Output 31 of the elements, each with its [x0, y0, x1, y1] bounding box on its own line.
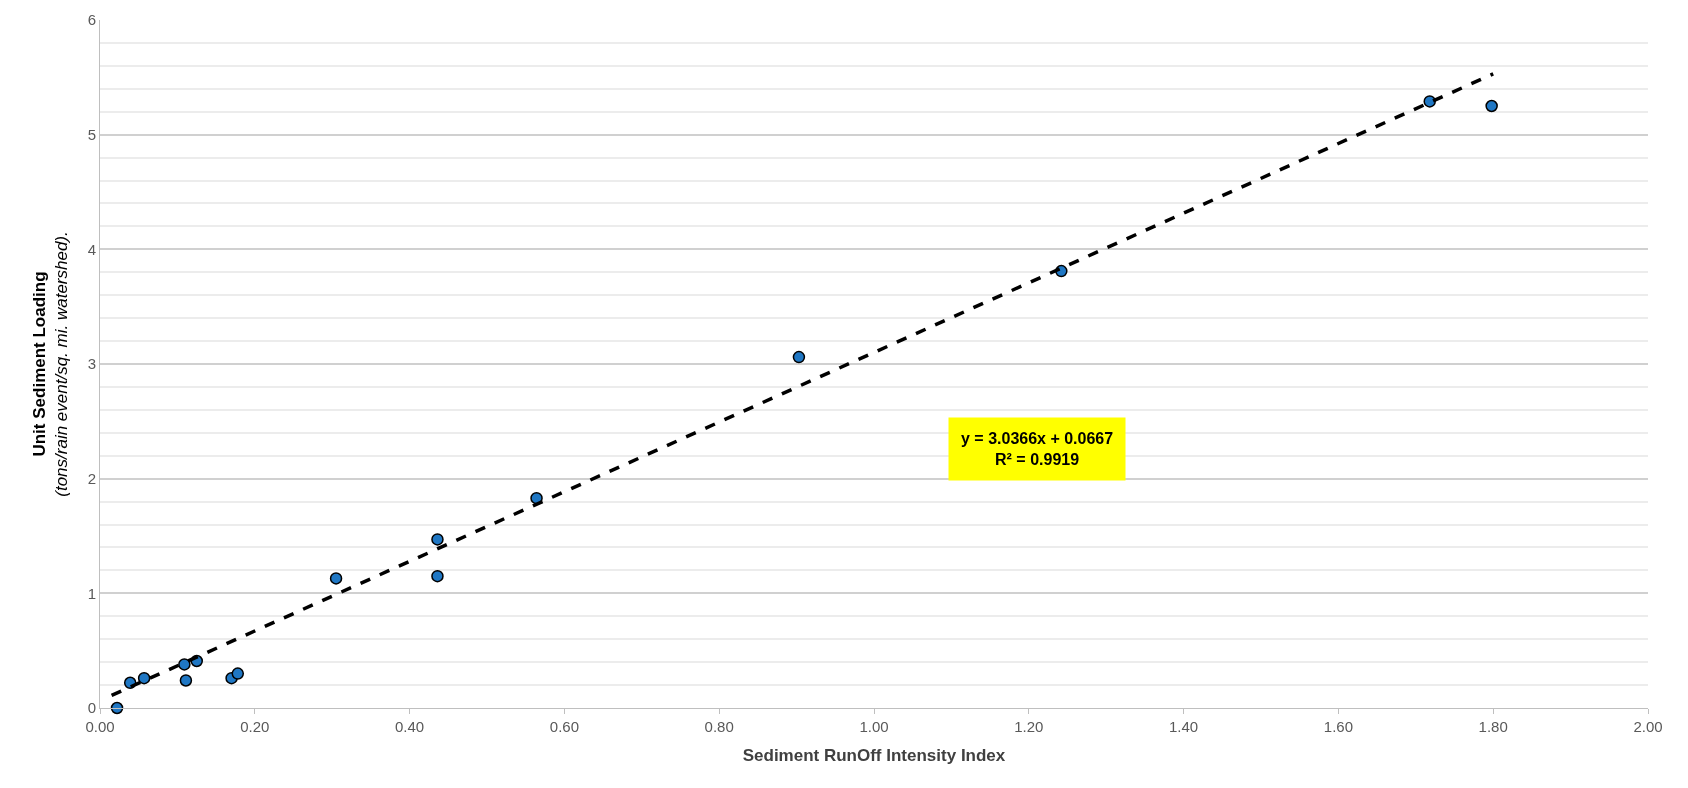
x-axis-title: Sediment RunOff Intensity Index	[742, 746, 1006, 766]
x-tick-label: 1.00	[859, 718, 889, 735]
y-tick-label: 5	[87, 125, 96, 143]
y-tick-label: 1	[87, 584, 96, 602]
x-tick-label: 0.00	[85, 718, 115, 735]
point	[231, 667, 245, 680]
x-tick-label: 1.80	[1478, 718, 1508, 735]
y-tick-label: 3	[87, 355, 96, 373]
x-tick-label: 0.80	[704, 718, 734, 735]
point	[178, 658, 191, 671]
y-tick-label: 6	[87, 11, 96, 29]
x-tick-label: 0.60	[549, 718, 579, 735]
point	[1485, 99, 1498, 113]
y-tick-label: 0	[87, 699, 96, 717]
x-tick-label: 1.40	[1169, 718, 1199, 735]
point	[179, 674, 193, 687]
point	[431, 533, 444, 546]
x-tick-label: 1.20	[1014, 718, 1044, 735]
x-tick-label: 1.60	[1323, 718, 1353, 735]
x-tick-label: 0.20	[240, 718, 270, 735]
y-tick-label: 2	[87, 469, 96, 487]
point	[329, 572, 343, 585]
x-tick-label: 2.00	[1633, 718, 1663, 735]
point	[431, 569, 444, 583]
annotation: y = 3.0366x + 0.0667 R² = 0.9919	[961, 430, 1114, 468]
point	[137, 671, 151, 685]
point	[1423, 95, 1436, 108]
point	[792, 350, 806, 364]
y-axis-title: Unit Sediment Loading (tons/rain event/sq. mi. watershed).	[30, 231, 72, 497]
y-tick-label: 4	[87, 240, 96, 258]
x-tick-label: 0.40	[395, 718, 425, 735]
